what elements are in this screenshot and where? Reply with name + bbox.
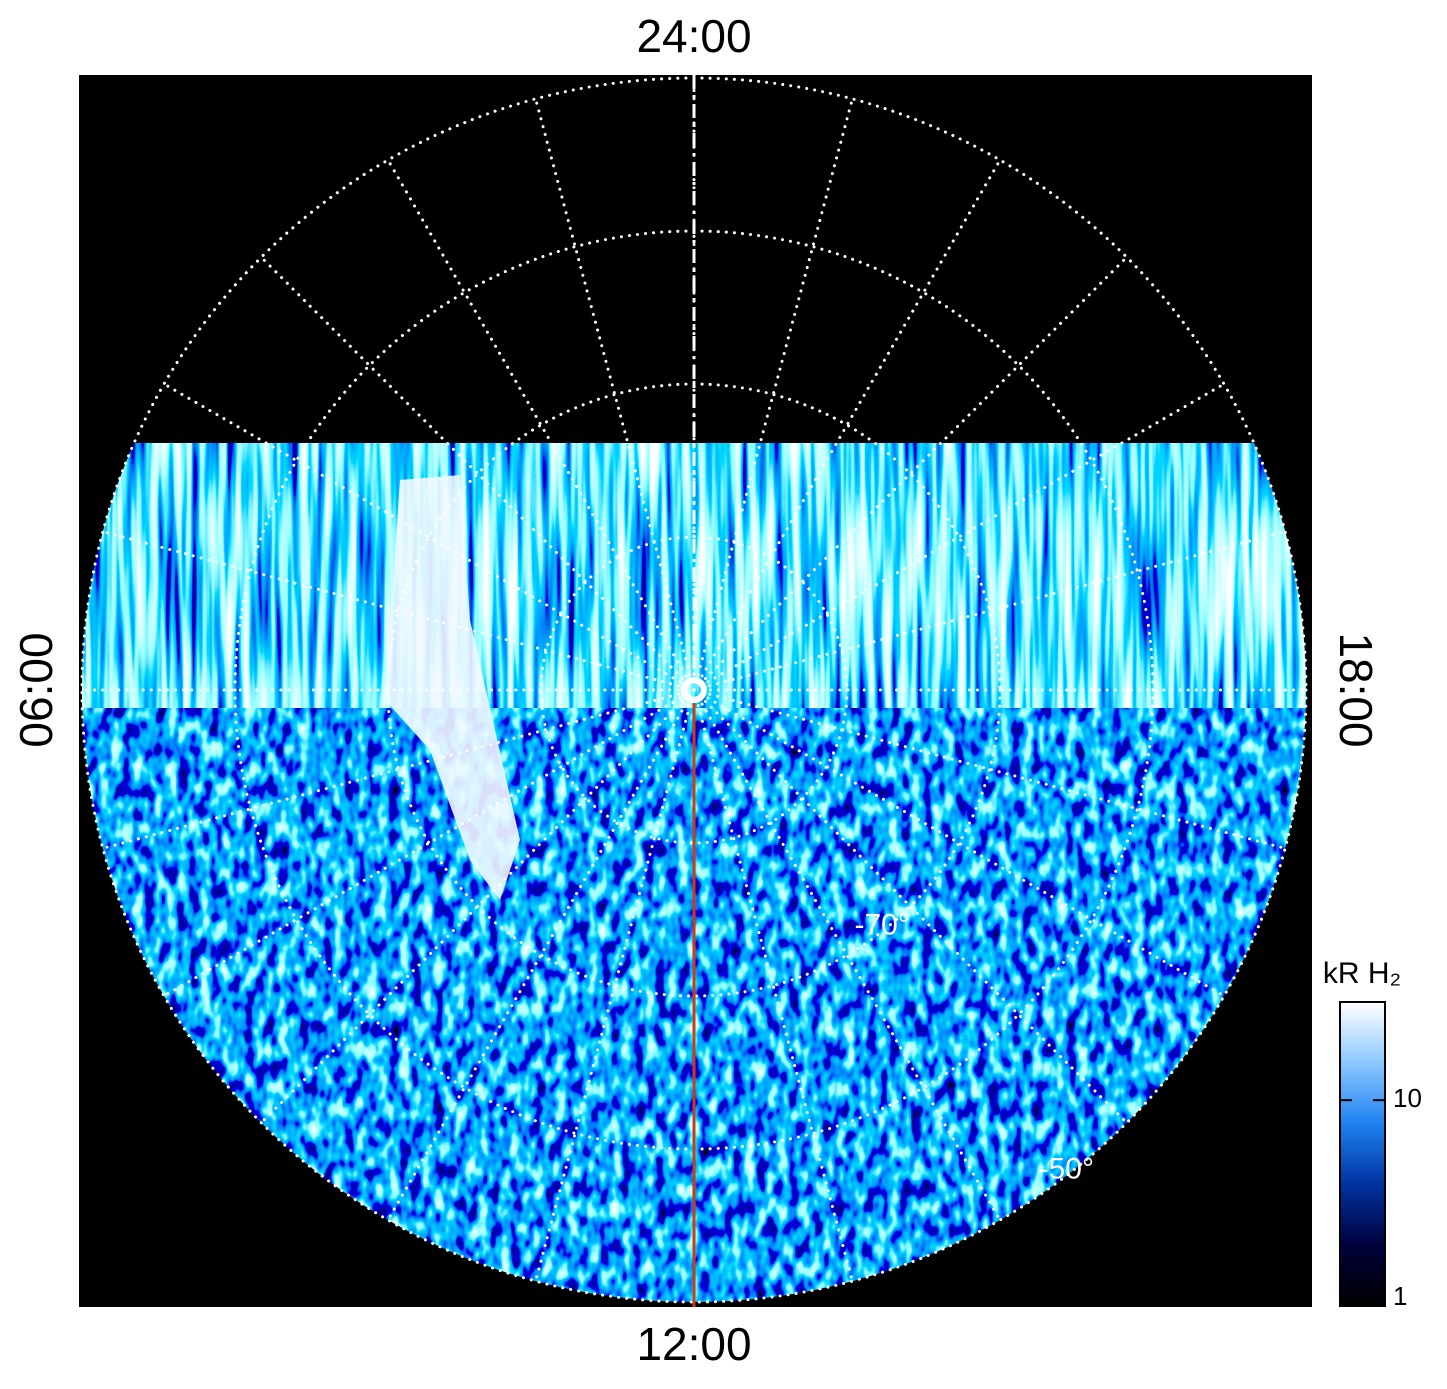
colorbar bbox=[1339, 1001, 1386, 1307]
meridian bbox=[259, 255, 696, 692]
meridian bbox=[162, 688, 696, 998]
meridian bbox=[101, 530, 696, 692]
pole-marker bbox=[681, 677, 707, 703]
meridian bbox=[692, 158, 1002, 692]
meridian bbox=[101, 688, 696, 850]
colorbar-tick-label: 10 bbox=[1393, 1083, 1422, 1113]
colorbar-tick-label: 1 bbox=[1393, 1281, 1407, 1311]
lt-label-right: 18:00 bbox=[1330, 632, 1382, 747]
lat-label: -50° bbox=[1039, 1153, 1094, 1186]
lat-circle bbox=[386, 382, 1002, 998]
meridian bbox=[534, 97, 696, 692]
meridian bbox=[692, 255, 1129, 692]
meridian bbox=[692, 97, 854, 692]
meridian bbox=[692, 688, 1129, 1125]
meridian bbox=[692, 530, 1287, 692]
meridian bbox=[692, 688, 854, 1283]
meridian bbox=[692, 688, 1002, 1222]
bright-feature bbox=[385, 475, 520, 900]
meridian bbox=[386, 688, 696, 1222]
meridian bbox=[259, 688, 696, 1125]
colorbar-title: kR H₂ bbox=[1323, 957, 1401, 990]
meridian bbox=[162, 382, 696, 692]
lt-label-top: 24:00 bbox=[636, 10, 751, 62]
lt-label-left: 06:00 bbox=[10, 632, 62, 747]
meridian bbox=[692, 688, 1226, 998]
lt-label-bottom: 12:00 bbox=[636, 1318, 751, 1370]
meridian bbox=[386, 158, 696, 692]
meridian bbox=[692, 688, 1287, 850]
meridian bbox=[692, 382, 1226, 692]
meridian bbox=[534, 688, 696, 1283]
lat-label: -70° bbox=[854, 908, 909, 941]
